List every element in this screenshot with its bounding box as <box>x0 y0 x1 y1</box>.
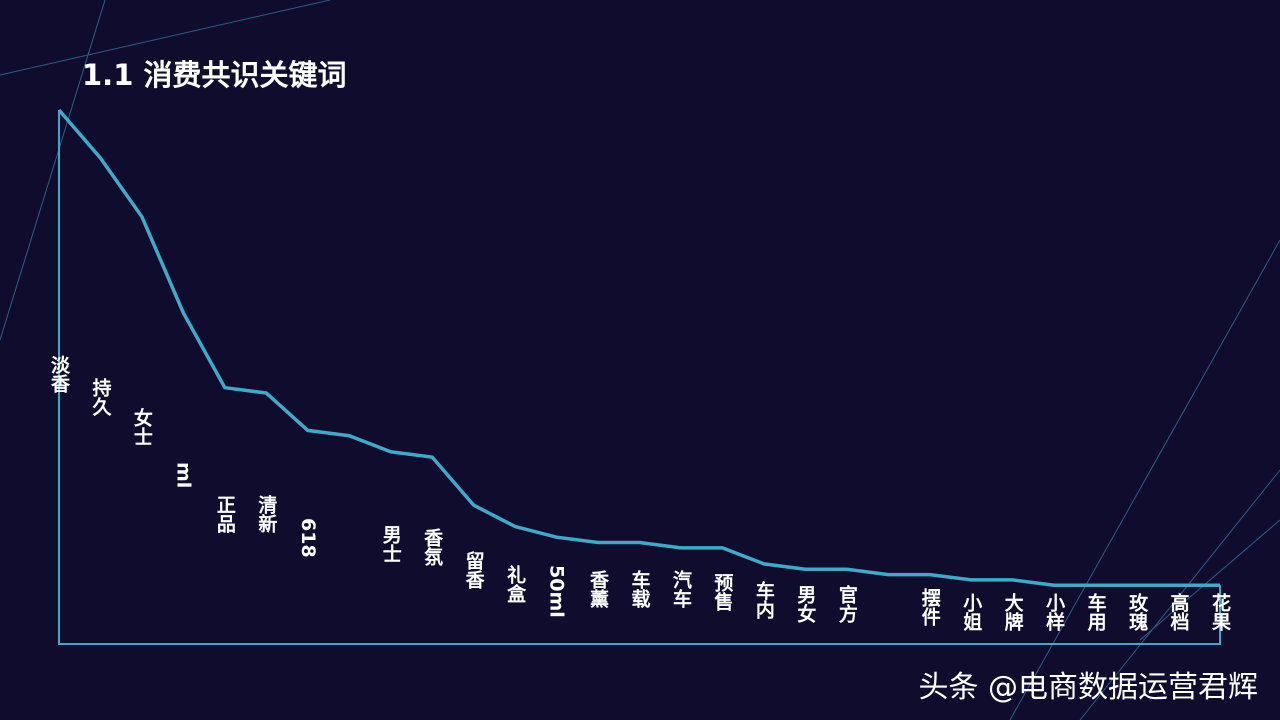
category-label: 留香 <box>462 551 485 589</box>
category-label: 大牌 <box>1001 593 1024 631</box>
category-label: 花果 <box>1209 593 1231 631</box>
category-label: 正品 <box>213 495 236 533</box>
category-label: 高档 <box>1167 593 1190 631</box>
category-label: 车用 <box>1084 593 1107 631</box>
category-label: 小样 <box>1043 593 1066 631</box>
category-label: 清新 <box>255 495 278 533</box>
category-label: 男女 <box>794 585 817 623</box>
category-label: 预售 <box>711 573 734 611</box>
category-label: 汽车 <box>669 570 692 608</box>
category-label: 摆件 <box>918 588 941 626</box>
category-label: 玫瑰 <box>1126 593 1149 631</box>
category-label: 香氛 <box>421 528 444 566</box>
category-label: 618 <box>296 518 319 558</box>
chart-title: 1.1 消费共识关键词 <box>82 58 347 92</box>
category-label: 50ml <box>545 565 568 618</box>
category-label: ml <box>172 462 195 489</box>
category-label: 官方 <box>835 585 858 623</box>
category-label: 礼盒 <box>504 565 527 603</box>
category-label: 小姐 <box>960 593 983 631</box>
category-label: 男士 <box>379 525 402 563</box>
category-label: 淡香 <box>48 355 70 393</box>
category-label: 香薰 <box>587 570 610 608</box>
category-label: 女士 <box>130 408 153 446</box>
category-label: 车载 <box>628 570 651 608</box>
category-label: 持久 <box>89 378 112 416</box>
category-label: 车内 <box>752 581 775 619</box>
data-line <box>57 108 1220 588</box>
watermark: 头条 @电商数据运营君辉 <box>918 670 1258 705</box>
axis-frame <box>58 110 1221 645</box>
